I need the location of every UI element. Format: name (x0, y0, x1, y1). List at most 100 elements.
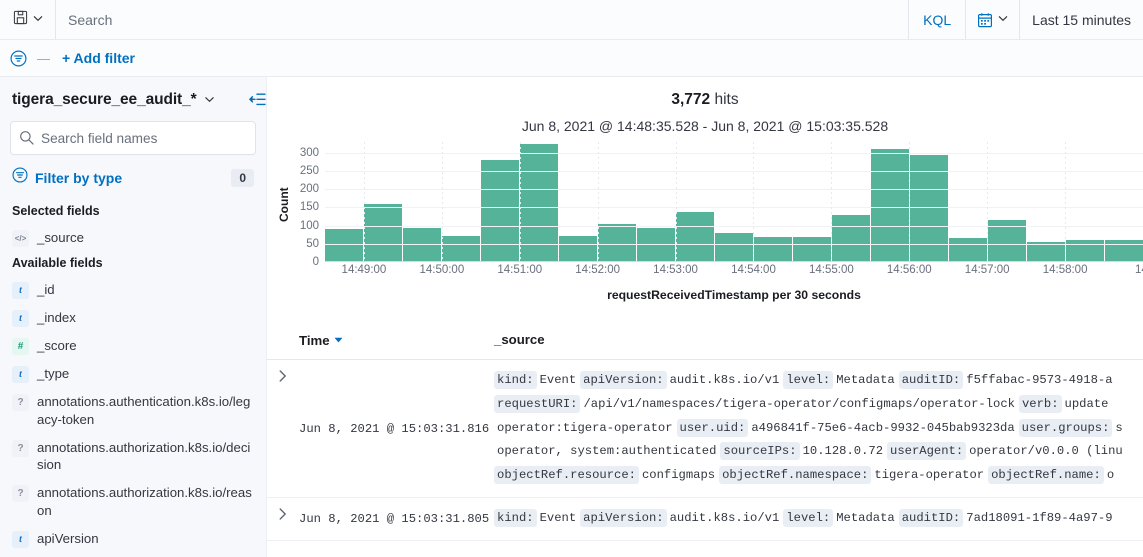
field-item-reason[interactable]: ? annotations.authorization.k8s.io/reaso… (10, 479, 256, 525)
unknown-type-icon: ? (12, 394, 29, 411)
time-column-label[interactable]: Time (299, 332, 330, 348)
chevron-down-icon (998, 14, 1008, 25)
chart-bar[interactable] (715, 233, 753, 261)
chart-bar[interactable] (598, 223, 636, 261)
source-field-key: auditID: (898, 371, 964, 389)
field-item-_index[interactable]: t _index (10, 304, 256, 332)
source-cell: kind: Event apiVersion: audit.k8s.io/v1 leve… (494, 369, 1127, 488)
expand-row-icon[interactable] (267, 370, 287, 385)
source-field-key: kind: (494, 371, 537, 389)
source-field-value: Event (539, 373, 577, 387)
field-item-_id[interactable]: t _id (10, 276, 256, 304)
field-search-wrap (10, 121, 256, 155)
index-pattern-selector[interactable]: tigera_secure_ee_audit_* (10, 77, 256, 119)
save-disk-icon (13, 10, 28, 30)
chart-bar[interactable] (793, 236, 831, 261)
source-field-value: Metadata (836, 510, 895, 525)
discover-body: tigera_secure_ee_audit_* (0, 77, 1143, 557)
chart-bar[interactable] (949, 238, 987, 261)
grid-line-vertical (519, 142, 521, 261)
source-column-label[interactable]: _source (494, 332, 545, 347)
expander-cell (267, 507, 299, 531)
chart-bar[interactable] (754, 237, 792, 261)
sort-desc-icon[interactable] (334, 336, 343, 345)
search-field-names-input[interactable] (10, 121, 256, 155)
source-field-value: audit.k8s.io/v1 (669, 510, 780, 525)
grid-line (325, 243, 1143, 245)
source-field-value: Event (539, 510, 577, 525)
source-field-key: apiVersion: (580, 508, 667, 527)
chart-bar[interactable] (988, 220, 1026, 261)
document-table: Time _source Jun 8, 2021 @ 15:03:31.816 k… (267, 323, 1143, 541)
expand-row-icon[interactable] (267, 508, 287, 523)
chart-bar[interactable] (832, 214, 870, 261)
time-range-display[interactable]: Last 15 minutes (1032, 11, 1131, 28)
saved-query-button[interactable] (0, 0, 56, 39)
chart-bar[interactable] (676, 211, 714, 261)
field-item-apiVersion[interactable]: t apiVersion (10, 525, 256, 553)
table-row[interactable]: Jun 8, 2021 @ 15:03:31.805 kind: Event apiV… (267, 498, 1143, 541)
chart-bar[interactable] (481, 160, 519, 261)
source-field-key: requestURI: (494, 394, 581, 413)
source-field-key: userAgent: (887, 442, 967, 461)
filter-by-type-label[interactable]: Filter by type (35, 169, 123, 186)
discover-main-panel: 3,772 hits Jun 8, 2021 @ 14:48:35.528 - … (266, 77, 1143, 557)
chart-bar[interactable] (442, 236, 480, 261)
add-filter-button[interactable]: + Add filter (62, 50, 135, 66)
query-bar: KQL Last 15 minutes (0, 0, 1143, 40)
hits-counter: 3,772 hits (267, 77, 1143, 109)
field-item-_score[interactable]: # _score (10, 332, 256, 360)
chart-bar[interactable] (871, 149, 909, 261)
field-item-legacy-token[interactable]: ? annotations.authentication.k8s.io/lega… (10, 388, 256, 434)
source-field-value: tigera-operator (874, 468, 985, 483)
filter-by-type-count-badge: 0 (231, 168, 254, 187)
selected-fields-title: Selected fields (12, 204, 100, 218)
source-field-key: objectRef.name: (988, 466, 1104, 485)
time-header-cell[interactable]: Time (299, 333, 494, 348)
source-field-key: auditID: (898, 508, 964, 527)
index-pattern-title[interactable]: tigera_secure_ee_audit_* (12, 91, 197, 108)
y-tick-label: 300 (299, 146, 319, 159)
grid-line (325, 171, 1143, 173)
source-line: operator:tigera-operator user.uid: a496841… (494, 417, 1127, 441)
source-field-key: level: (783, 371, 834, 389)
chart-bar[interactable] (559, 235, 597, 261)
chart-bar[interactable] (520, 143, 558, 261)
source-field-value: s (1115, 420, 1123, 435)
chart-bar[interactable] (1027, 242, 1065, 261)
source-field-key: kind: (494, 508, 537, 527)
field-item-decision[interactable]: ? annotations.authorization.k8s.io/decis… (10, 434, 256, 480)
chart-bar[interactable] (1066, 239, 1104, 261)
grid-line-vertical (987, 142, 989, 261)
field-item-source[interactable]: </> _source (10, 224, 256, 252)
collapse-panel-icon[interactable] (248, 92, 266, 112)
chart-bars (325, 142, 1143, 261)
x-tick-label: 14:50:00 (419, 264, 465, 276)
search-input[interactable] (68, 11, 897, 28)
field-item-_type[interactable]: t _type (10, 360, 256, 388)
timestamp-value: Jun 8, 2021 @ 15:03:31.805 (299, 512, 490, 527)
filter-list-icon[interactable] (8, 48, 29, 69)
table-row[interactable]: Jun 8, 2021 @ 15:03:31.816 kind: Event apiV… (267, 360, 1143, 498)
field-item-auditID[interactable]: t auditID (10, 553, 256, 557)
chart-bar[interactable] (364, 204, 402, 261)
grid-line-vertical (831, 142, 833, 261)
grid-line-vertical (909, 142, 911, 261)
source-header-cell[interactable]: _source (494, 331, 1143, 349)
filter-by-type-row[interactable]: Filter by type 0 (10, 165, 256, 200)
field-name: _score (37, 338, 77, 353)
grid-line-vertical (363, 142, 365, 261)
source-field-key: objectRef.resource: (494, 466, 639, 485)
source-field-value: 10.128.0.72 (802, 444, 884, 459)
chart-plot-area[interactable] (325, 142, 1143, 262)
x-tick-label: 14:51:00 (497, 264, 543, 276)
field-name: _index (37, 310, 76, 325)
chart-time-range-row: Jun 8, 2021 @ 14:48:35.528 - Jun 8, 2021… (267, 109, 1143, 138)
kql-language-button[interactable]: KQL (908, 0, 966, 39)
chart-bar[interactable] (325, 229, 363, 261)
chart-bar[interactable] (1105, 240, 1143, 261)
source-field-value: /api/v1/namespaces/tigera-operator/confi… (583, 396, 1015, 411)
grid-line-vertical (441, 142, 443, 261)
grid-line (325, 207, 1143, 209)
calendar-quick-menu-button[interactable] (966, 0, 1021, 39)
